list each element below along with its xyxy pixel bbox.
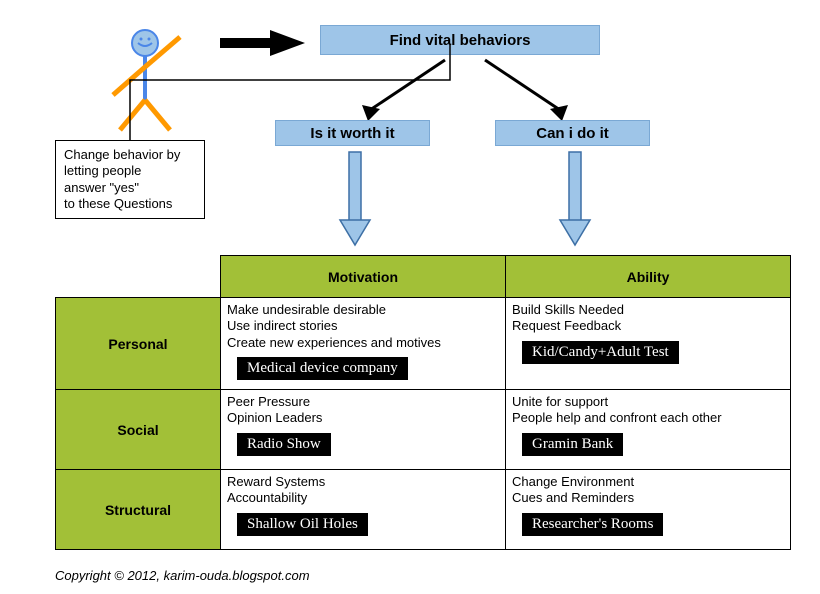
chip: Radio Show xyxy=(237,433,331,456)
table-blank-corner xyxy=(56,256,221,298)
table-row: Social Peer Pressure Opinion Leaders Rad… xyxy=(56,390,791,470)
question-right-text: Can i do it xyxy=(536,125,609,142)
table-header-row: Motivation Ability xyxy=(56,256,791,298)
caption-l3: answer "yes" xyxy=(64,180,196,196)
table-row: Structural Reward Systems Accountability… xyxy=(56,470,791,550)
chip: Kid/Candy+Adult Test xyxy=(522,341,679,364)
cell-structural-ability: Change Environment Cues and Reminders Re… xyxy=(506,470,791,550)
caption-box: Change behavior by letting people answer… xyxy=(55,140,205,219)
table-row: Personal Make undesirable desirable Use … xyxy=(56,298,791,390)
question-right-box: Can i do it xyxy=(495,120,650,146)
diagram-canvas: Find vital behaviors Is it worth it Can … xyxy=(0,0,820,594)
chip: Medical device company xyxy=(237,357,408,380)
arrow-down-left xyxy=(340,152,370,247)
cell-social-ability: Unite for support People help and confro… xyxy=(506,390,791,470)
col-header-ability: Ability xyxy=(506,256,791,298)
col-header-motivation: Motivation xyxy=(221,256,506,298)
caption-l1: Change behavior by xyxy=(64,147,196,163)
row-header-social: Social xyxy=(56,390,221,470)
chip: Shallow Oil Holes xyxy=(237,513,368,536)
copyright-text: Copyright © 2012, karim-ouda.blogspot.co… xyxy=(55,568,310,583)
cell-structural-motivation: Reward Systems Accountability Shallow Oi… xyxy=(221,470,506,550)
cell-personal-motivation: Make undesirable desirable Use indirect … xyxy=(221,298,506,390)
arrow-down-right xyxy=(560,152,590,247)
arrow-title-to-right xyxy=(470,55,580,125)
matrix-table: Motivation Ability Personal Make undesir… xyxy=(55,255,791,550)
cell-social-motivation: Peer Pressure Opinion Leaders Radio Show xyxy=(221,390,506,470)
row-header-personal: Personal xyxy=(56,298,221,390)
cell-personal-ability: Build Skills Needed Request Feedback Kid… xyxy=(506,298,791,390)
caption-l4: to these Questions xyxy=(64,196,196,212)
chip: Researcher's Rooms xyxy=(522,513,663,536)
caption-l2: letting people xyxy=(64,163,196,179)
connector-caption-to-title xyxy=(125,45,465,145)
row-header-structural: Structural xyxy=(56,470,221,550)
chip: Gramin Bank xyxy=(522,433,623,456)
